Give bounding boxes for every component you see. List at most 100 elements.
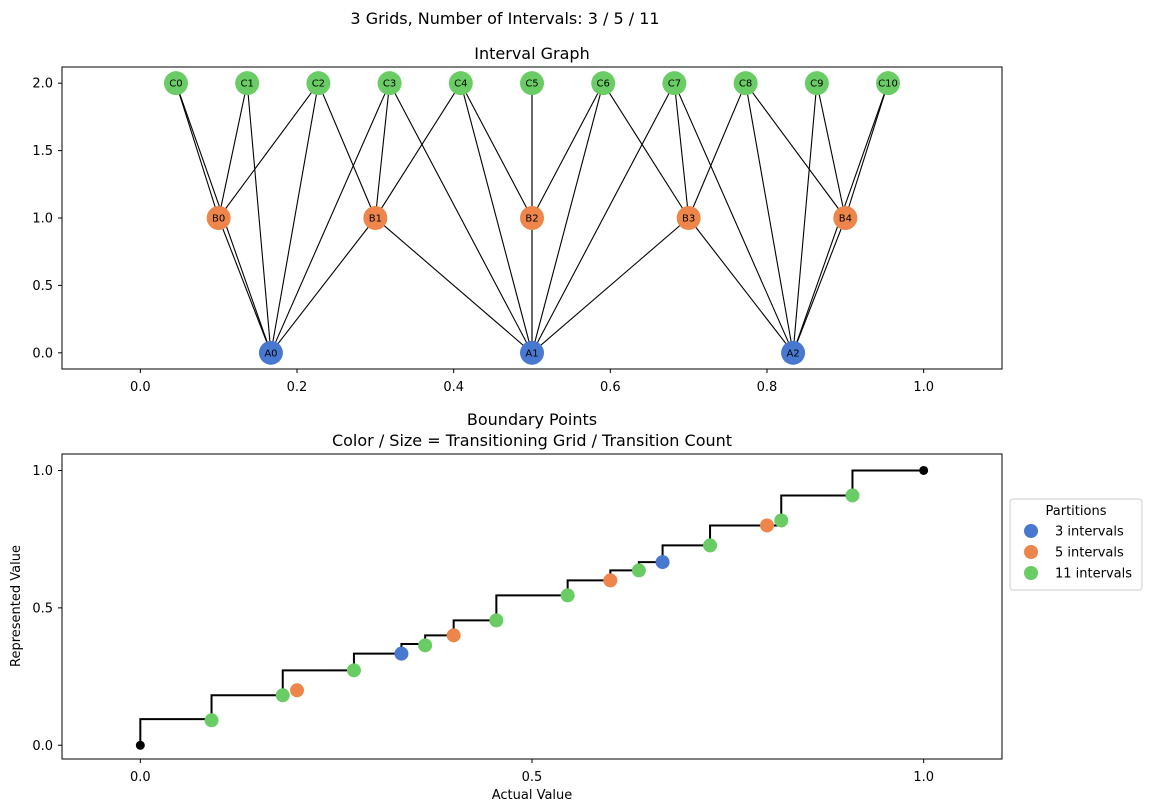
node-label: A0 (264, 348, 277, 359)
edge-B4-C10 (844, 83, 889, 219)
node-label: C7 (668, 79, 681, 90)
x-tick-label: 1.0 (913, 380, 934, 395)
node-C10: C10 (876, 71, 901, 96)
y-tick-label: 0.0 (32, 739, 53, 754)
boundary-point (760, 518, 774, 533)
node-label: B4 (839, 214, 852, 225)
edge-A0-B0 (218, 217, 272, 354)
edge-A2-C8 (745, 83, 794, 353)
endpoint-0 (135, 740, 145, 750)
node-circle (833, 206, 858, 230)
y-tick-label: 1.5 (32, 144, 53, 159)
boundary-point (774, 513, 789, 528)
node-label: A1 (525, 348, 538, 359)
legend-entry-C: 11 intervals (1024, 566, 1132, 582)
boundary-point (446, 628, 461, 643)
edge-A1-B1 (374, 217, 533, 354)
node-label: C9 (810, 79, 823, 90)
boundary-points-title: Boundary Points (467, 410, 597, 429)
boundary-points-x-ticks: 0.0 0.5 1.0 (130, 759, 934, 785)
edge-B3-C6 (602, 82, 690, 219)
edge-A1-B3 (531, 217, 690, 354)
node-C1: C1 (235, 71, 260, 96)
edge-A1-C6 (531, 83, 604, 353)
node-circle (363, 206, 388, 230)
node-label: C2 (312, 79, 325, 90)
node-label: C3 (383, 79, 396, 90)
node-A0: A0 (258, 340, 283, 365)
node-circle (876, 71, 901, 96)
edge-B4-C9 (816, 83, 846, 219)
boundary-point (703, 538, 718, 553)
edge-B0-C2 (218, 82, 319, 219)
boundary-points-axes-frame (61, 453, 1003, 760)
y-tick-label: 2.0 (32, 77, 53, 92)
edge-B1-C2 (317, 82, 376, 219)
node-circle (163, 71, 188, 96)
edge-A2-C7 (673, 82, 794, 354)
node-B4: B4 (833, 206, 858, 230)
edge-B1-C4 (374, 82, 462, 219)
boundary-point (418, 638, 433, 653)
y-tick-label: 0.5 (32, 601, 53, 616)
boundary-point (489, 613, 504, 628)
edge-B4-C8 (745, 82, 846, 219)
x-tick-label: 1.0 (913, 770, 934, 785)
node-label: C10 (878, 79, 898, 90)
node-C3: C3 (377, 71, 402, 96)
edge-A2-B4 (792, 217, 846, 354)
interval-graph-y-ticks: 0.0 0.5 1.0 1.5 2.0 (32, 77, 62, 361)
boundary-points-chart: Boundary Points Color / Size = Transitio… (9, 410, 1143, 803)
edges-layer (175, 82, 889, 354)
boundary-point (845, 488, 860, 503)
step-line (139, 469, 924, 746)
node-B3: B3 (676, 206, 701, 230)
edge-A2-B3 (688, 217, 794, 354)
legend-marker (1024, 566, 1038, 580)
boundary-point (655, 555, 670, 570)
boundary-points-subtitle: Color / Size = Transitioning Grid / Tran… (332, 431, 732, 450)
node-circle (676, 206, 701, 230)
node-circle (662, 71, 687, 96)
step-layer (139, 469, 924, 746)
legend-title: Partitions (1046, 504, 1107, 519)
interval-graph-title: Interval Graph (474, 44, 589, 63)
node-label: B0 (212, 214, 225, 225)
edge-A1-C7 (531, 82, 675, 354)
edge-B0-C1 (218, 83, 248, 219)
node-C9: C9 (804, 71, 829, 96)
x-tick-label: 0.0 (130, 770, 151, 785)
edge-B2-C6 (531, 82, 604, 219)
legend-label: 11 intervals (1055, 567, 1132, 582)
edge-A0-C3 (270, 82, 391, 354)
node-circle (206, 206, 231, 230)
legend-box (1009, 498, 1143, 591)
node-A1: A1 (520, 340, 544, 365)
node-B0: B0 (206, 206, 231, 230)
nodes-layer: A0 A1 A2 B0 B1 B2 B3 B4 C0 C1 C2 C3 C4 C5 C6 C7 C8 C9 C10 (163, 71, 901, 365)
x-tick-label: 0.8 (757, 380, 778, 395)
node-C4: C4 (448, 71, 473, 96)
y-tick-label: 0.0 (32, 346, 53, 361)
edge-A0-B1 (270, 217, 376, 354)
boundary-point (560, 588, 575, 603)
edge-A2-C9 (792, 83, 818, 353)
edge-B3-C7 (673, 83, 690, 219)
edge-A0-C2 (270, 83, 319, 353)
legend-label: 3 intervals (1055, 525, 1124, 540)
node-circle (306, 71, 331, 96)
y-axis-label: Represented Value (9, 545, 24, 667)
node-label: C6 (597, 79, 610, 90)
edge-B2-C4 (460, 82, 533, 219)
node-circle (591, 71, 616, 96)
node-label: B3 (682, 214, 695, 225)
edge-A1-C3 (389, 82, 533, 354)
legend-marker (1024, 545, 1038, 559)
boundary-point (603, 573, 618, 588)
x-tick-label: 0.2 (287, 380, 308, 395)
edge-B1-C3 (374, 83, 391, 219)
edge-B3-C8 (688, 82, 747, 219)
legend: Partitions 3 intervals 5 intervals 11 inte… (1009, 498, 1143, 591)
node-C6: C6 (591, 71, 616, 96)
